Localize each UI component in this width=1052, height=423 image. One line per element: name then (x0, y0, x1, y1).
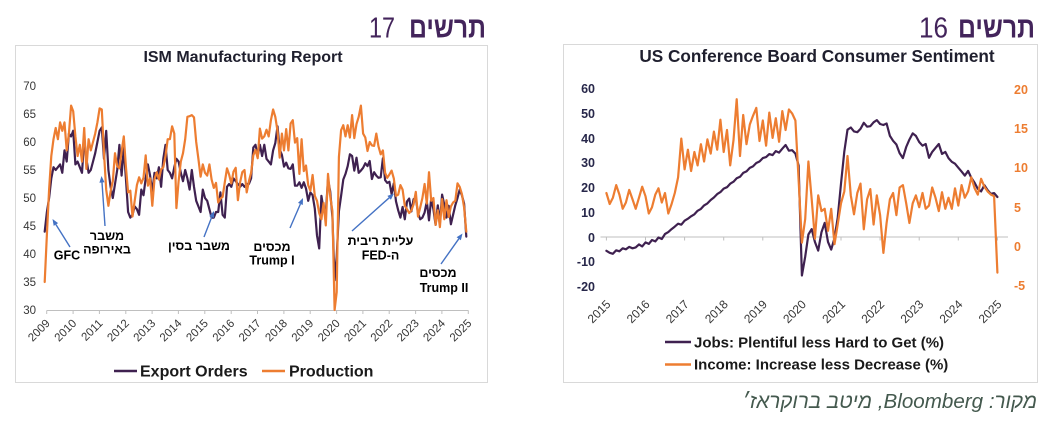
svg-text:-10: -10 (577, 255, 595, 269)
svg-text:60: 60 (23, 137, 36, 149)
svg-text:10: 10 (1014, 161, 1028, 175)
svg-text:50: 50 (581, 107, 595, 121)
svg-text:US Conference Board Consumer S: US Conference Board Consumer Sentiment (639, 46, 995, 66)
svg-text:20: 20 (1014, 83, 1028, 97)
svg-text:5: 5 (1014, 201, 1021, 215)
svg-text:50: 50 (23, 193, 36, 205)
svg-text:Trump I: Trump I (249, 254, 294, 268)
svg-text:15: 15 (1014, 122, 1028, 136)
svg-text:0: 0 (1014, 240, 1021, 254)
svg-text:-20: -20 (577, 280, 595, 294)
svg-text:16: 16 (919, 13, 948, 45)
svg-text:Export Orders: Export Orders (140, 364, 248, 381)
svg-text:0: 0 (588, 231, 595, 245)
svg-text:משבר בסין: משבר בסין (168, 239, 230, 253)
svg-text:30: 30 (23, 305, 36, 317)
svg-text:עליית ריבית: עליית ריבית (348, 234, 414, 248)
svg-text:תרשים: תרשים (409, 12, 486, 45)
svg-text:Jobs: Plentiful less Hard to G: Jobs: Plentiful less Hard to Get (%) (694, 335, 944, 352)
svg-text:70: 70 (23, 81, 36, 93)
svg-text:65: 65 (23, 109, 36, 121)
svg-text:20: 20 (581, 181, 595, 195)
svg-text:מקור: Bloomberg, מיטב ברוקראז׳: מקור: Bloomberg, מיטב ברוקראז׳ (742, 390, 1037, 413)
svg-text:מכסים: מכסים (419, 266, 456, 280)
svg-text:ISM Manufacturing Report: ISM Manufacturing Report (143, 49, 343, 66)
svg-text:35: 35 (23, 277, 36, 289)
svg-text:55: 55 (23, 165, 36, 177)
svg-text:45: 45 (23, 221, 36, 233)
svg-text:Trump II: Trump II (420, 281, 469, 295)
svg-text:10: 10 (581, 206, 595, 220)
svg-text:30: 30 (581, 156, 595, 170)
svg-text:17: 17 (369, 13, 395, 45)
svg-text:-5: -5 (1014, 279, 1025, 293)
svg-text:40: 40 (581, 132, 595, 146)
svg-text:Production: Production (289, 364, 373, 381)
svg-text:מכסים: מכסים (253, 240, 290, 254)
svg-text:Income: Increase less Decrease: Income: Increase less Decrease (%) (694, 357, 948, 374)
svg-text:40: 40 (23, 249, 36, 261)
svg-text:GFC: GFC (54, 249, 80, 263)
svg-text:משבר: משבר (90, 229, 124, 243)
svg-text:באירופה: באירופה (83, 243, 131, 257)
svg-text:60: 60 (581, 82, 595, 96)
svg-text:תרשים: תרשים (958, 12, 1035, 45)
svg-text:FED-ה: FED-ה (362, 249, 400, 263)
